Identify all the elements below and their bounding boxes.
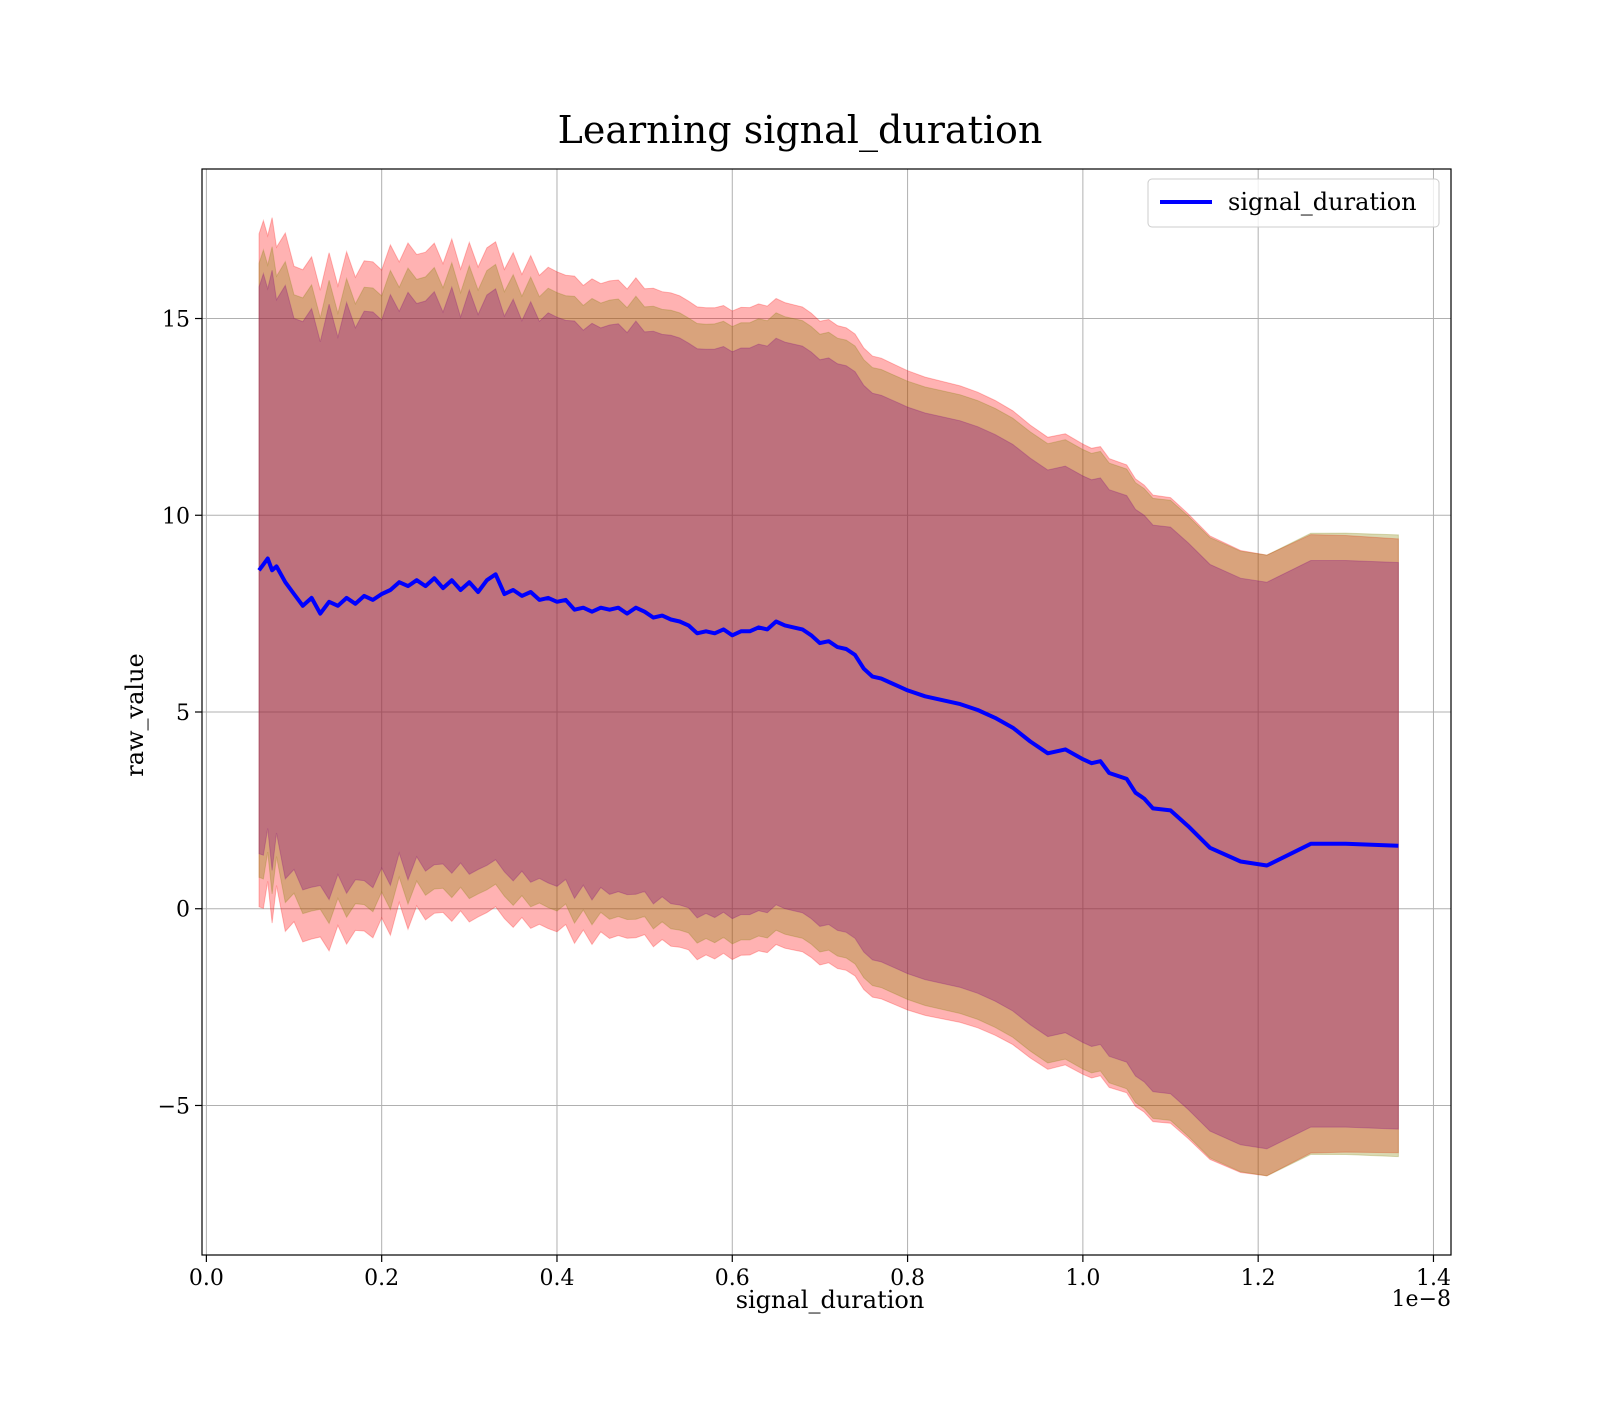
confidence-band-1 bbox=[258, 217, 1399, 1177]
x-axis-label: signal_duration bbox=[736, 1286, 925, 1314]
x-axis-ticks: 0.0 0.2 0.4 0.6 0.8 1.0 1.2 1.4 bbox=[189, 1255, 1451, 1291]
y-tick-label: 10 bbox=[162, 504, 190, 529]
legend-label: signal_duration bbox=[1228, 188, 1417, 216]
y-axis-label: raw_value bbox=[121, 653, 149, 777]
x-tick-label: 0.0 bbox=[189, 1266, 224, 1291]
x-tick-label: 1.2 bbox=[1241, 1266, 1276, 1291]
y-tick-label: 15 bbox=[162, 308, 190, 333]
x-tick-label: 0.8 bbox=[890, 1266, 925, 1291]
y-axis-ticks: −5 0 5 10 15 bbox=[158, 308, 202, 1119]
legend: signal_duration bbox=[1147, 178, 1440, 228]
x-tick-label: 0.4 bbox=[539, 1266, 574, 1291]
chart-title: Learning signal_duration bbox=[558, 108, 1043, 153]
confidence-band-3 bbox=[258, 270, 1399, 1150]
legend-box bbox=[1147, 178, 1440, 228]
series-lines bbox=[257, 556, 1399, 868]
confidence-band-2 bbox=[258, 246, 1399, 1177]
confidence-bands bbox=[258, 217, 1399, 1177]
x-tick-label: 1.4 bbox=[1416, 1266, 1451, 1291]
x-tick-label: 0.6 bbox=[715, 1266, 750, 1291]
series-line-signal-duration bbox=[257, 556, 1399, 868]
x-tick-label: 1.0 bbox=[1065, 1266, 1100, 1291]
y-tick-label: 5 bbox=[176, 701, 190, 726]
grid-lines bbox=[202, 169, 1451, 1255]
y-tick-label: 0 bbox=[176, 898, 190, 923]
y-tick-label: −5 bbox=[158, 1094, 190, 1119]
x-axis-offset-label: 1e−8 bbox=[1392, 1287, 1451, 1312]
x-tick-label: 0.2 bbox=[364, 1266, 399, 1291]
